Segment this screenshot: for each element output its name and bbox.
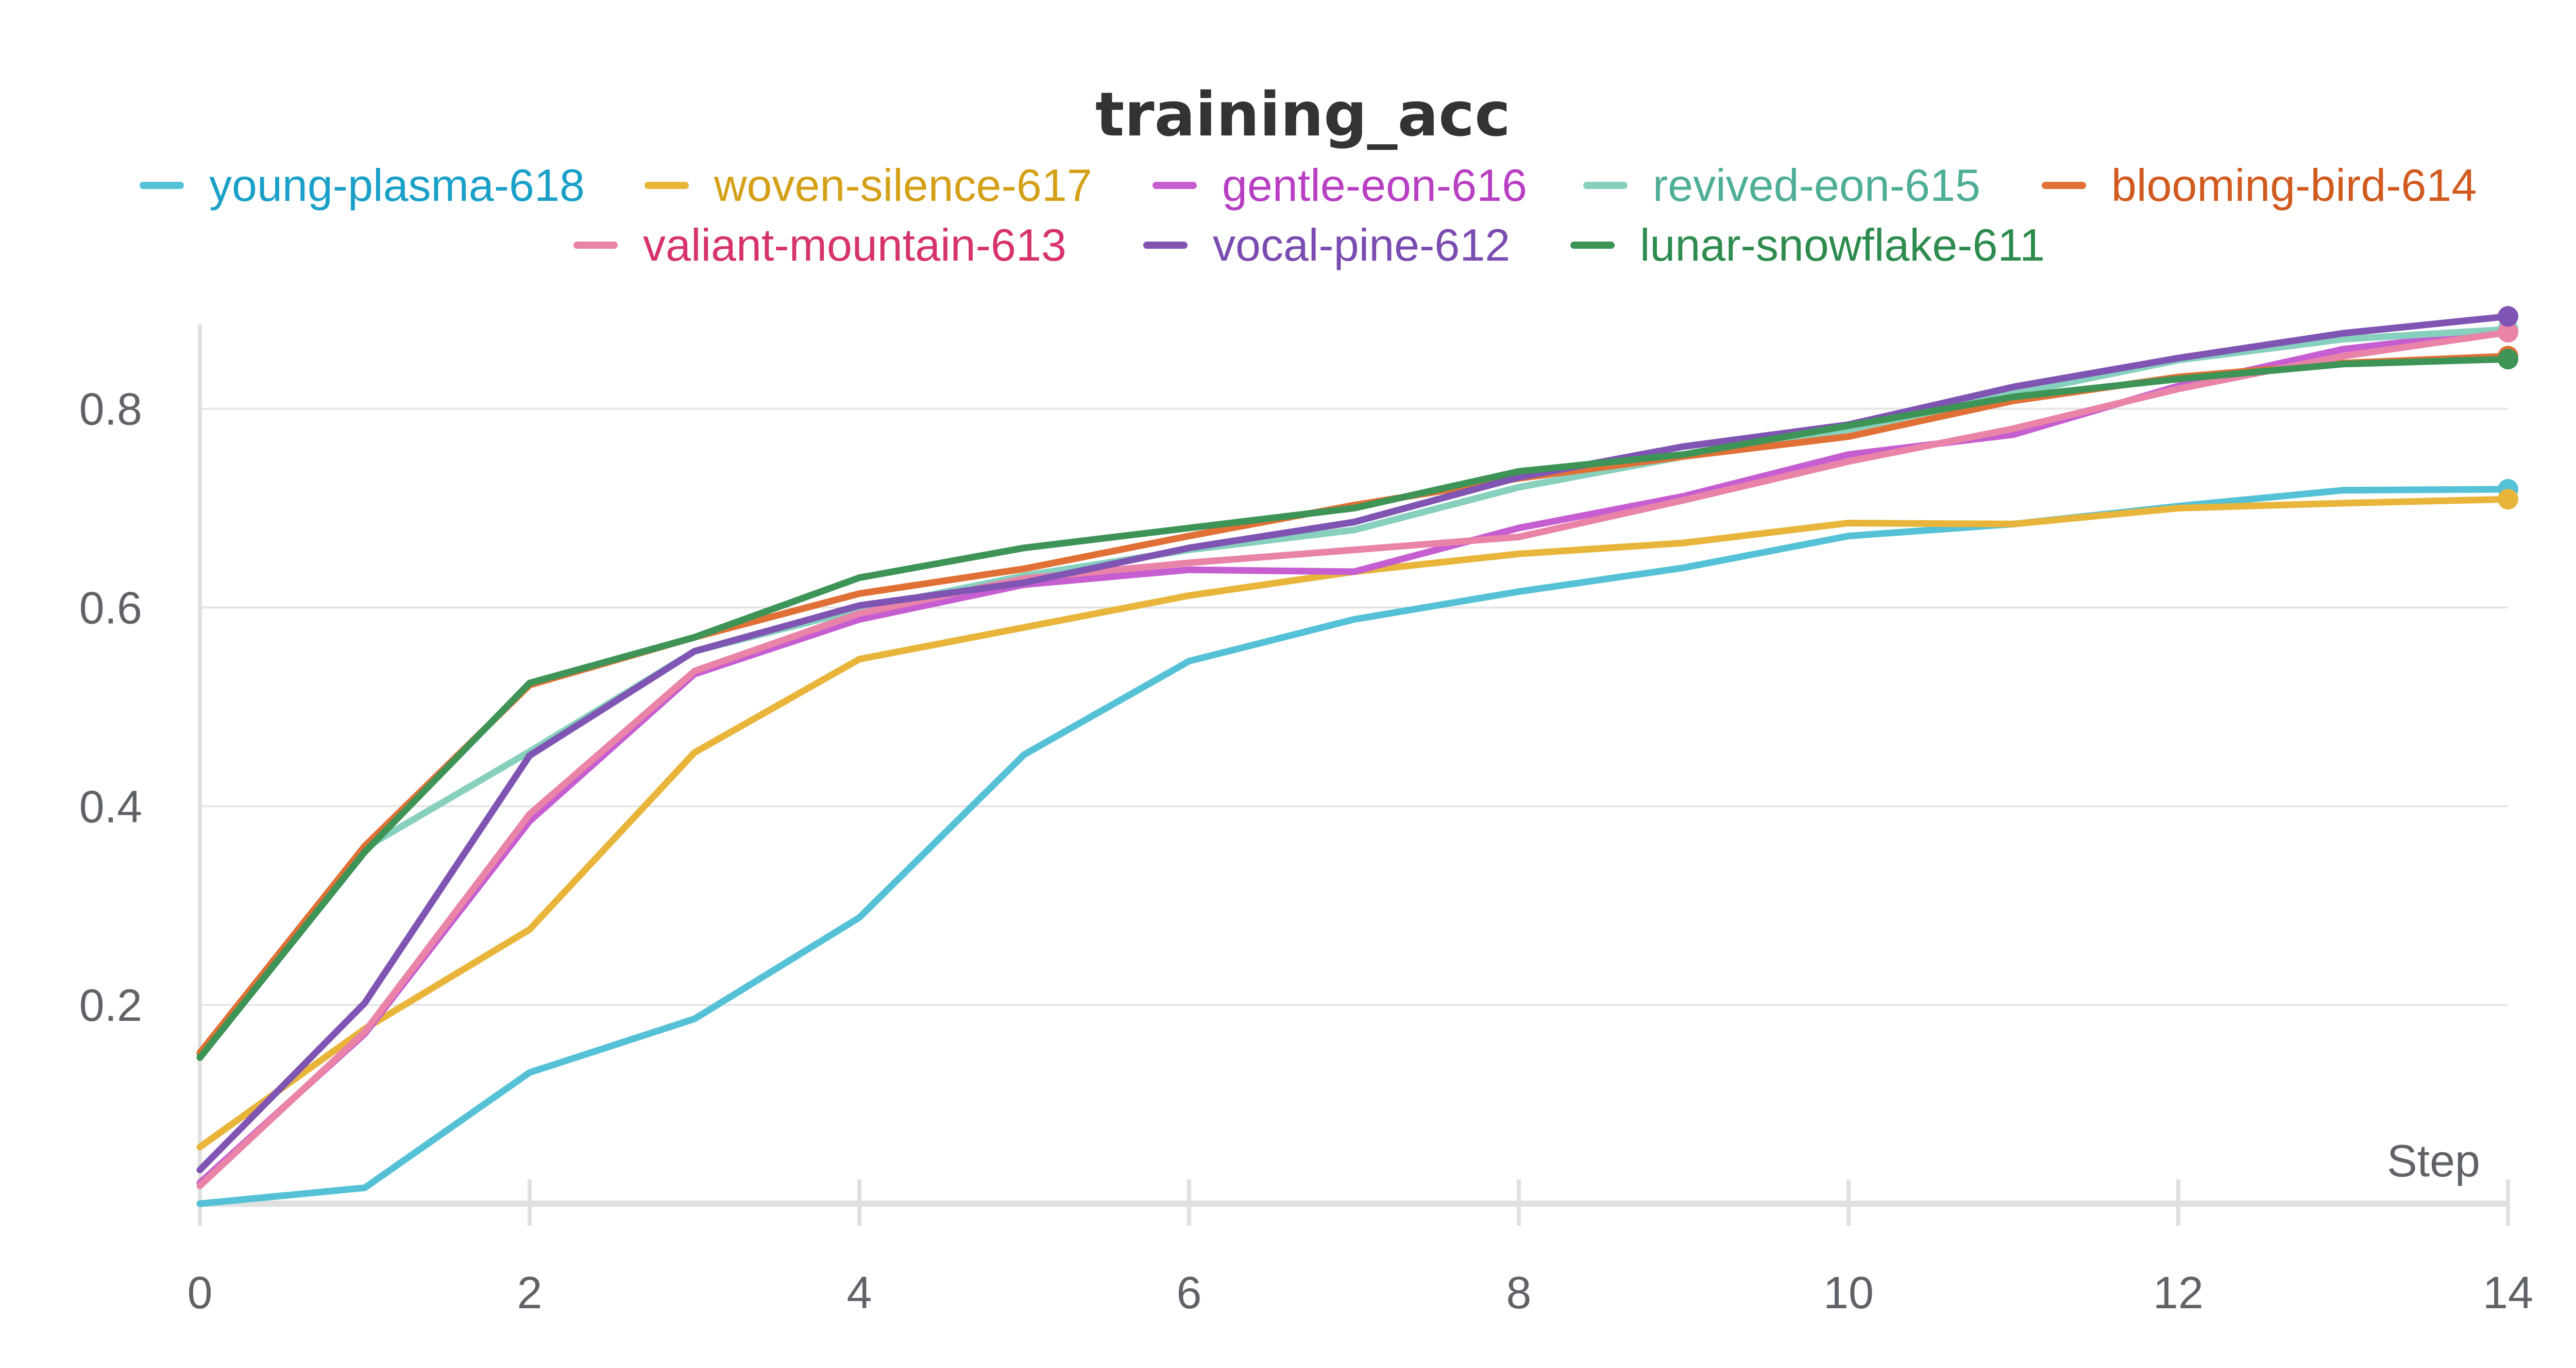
legend-item-lunar-snowflake-611[interactable]: lunar-snowflake-611: [1570, 219, 2045, 270]
x-axis: 0 2 4 6 8 10 12 14: [188, 324, 2533, 1318]
legend-label: valiant-mountain-613: [643, 219, 1066, 270]
x-tick-label: 6: [1177, 1267, 1202, 1318]
series-line-woven-silence-617: [196, 495, 2512, 1151]
series-line-gentle-eon-616: [196, 327, 2512, 1186]
x-tick-label: 4: [847, 1267, 872, 1318]
legend-label: young-plasma-618: [209, 160, 585, 211]
legend-item-valiant-mountain-613[interactable]: valiant-mountain-613: [573, 219, 1066, 270]
series-endpoint-valiant-mountain-613: [2498, 322, 2518, 343]
x-axis-label: Step: [2387, 1135, 2480, 1186]
legend-item-young-plasma-618[interactable]: young-plasma-618: [140, 160, 585, 211]
series-line-valiant-mountain-613: [196, 329, 2512, 1189]
x-tick-label: 0: [188, 1267, 213, 1318]
series-line-lunar-snowflake-611: [196, 355, 2512, 1061]
series-endpoint-lunar-snowflake-611: [2498, 349, 2518, 370]
series-line-vocal-pine-612: [196, 313, 2512, 1173]
x-tick-label: 8: [1506, 1267, 1532, 1318]
y-tick-label: 0.8: [79, 384, 142, 435]
y-tick-label: 0.6: [79, 582, 142, 633]
legend: young-plasma-618 woven-silence-617 gentle-…: [140, 160, 2477, 270]
y-axis-ticks: 0.2 0.4 0.6 0.8: [79, 384, 142, 1031]
legend-label: vocal-pine-612: [1213, 219, 1510, 270]
legend-label: blooming-bird-614: [2111, 160, 2477, 211]
series-line-revived-eon-615: [196, 326, 2512, 1058]
legend-item-woven-silence-617[interactable]: woven-silence-617: [645, 160, 1092, 211]
legend-item-blooming-bird-614[interactable]: blooming-bird-614: [2042, 160, 2477, 211]
chart-title: training_acc: [1095, 79, 1511, 150]
x-tick-label: 14: [2483, 1267, 2533, 1318]
legend-item-vocal-pine-612[interactable]: vocal-pine-612: [1143, 219, 1510, 270]
series-endpoint-woven-silence-617: [2498, 489, 2518, 510]
gridlines: [200, 407, 2508, 1006]
series-line-young-plasma-618: [196, 486, 2512, 1207]
legend-label: revived-eon-615: [1653, 160, 1980, 211]
y-tick-label: 0.2: [79, 980, 142, 1031]
series-lines: [196, 313, 2512, 1207]
x-tick-label: 2: [517, 1267, 543, 1318]
series-endpoints: [2498, 306, 2518, 510]
series-line-blooming-bird-614: [196, 352, 2512, 1056]
x-tick-label: 10: [1823, 1267, 1874, 1318]
y-tick-label: 0.4: [79, 781, 142, 832]
legend-label: gentle-eon-616: [1222, 160, 1527, 211]
legend-item-gentle-eon-616[interactable]: gentle-eon-616: [1153, 160, 1527, 211]
legend-label: woven-silence-617: [714, 160, 1092, 211]
legend-item-revived-eon-615[interactable]: revived-eon-615: [1583, 160, 1980, 211]
series-endpoint-vocal-pine-612: [2498, 306, 2518, 327]
x-tick-label: 12: [2153, 1267, 2204, 1318]
legend-label: lunar-snowflake-611: [1640, 219, 2045, 270]
